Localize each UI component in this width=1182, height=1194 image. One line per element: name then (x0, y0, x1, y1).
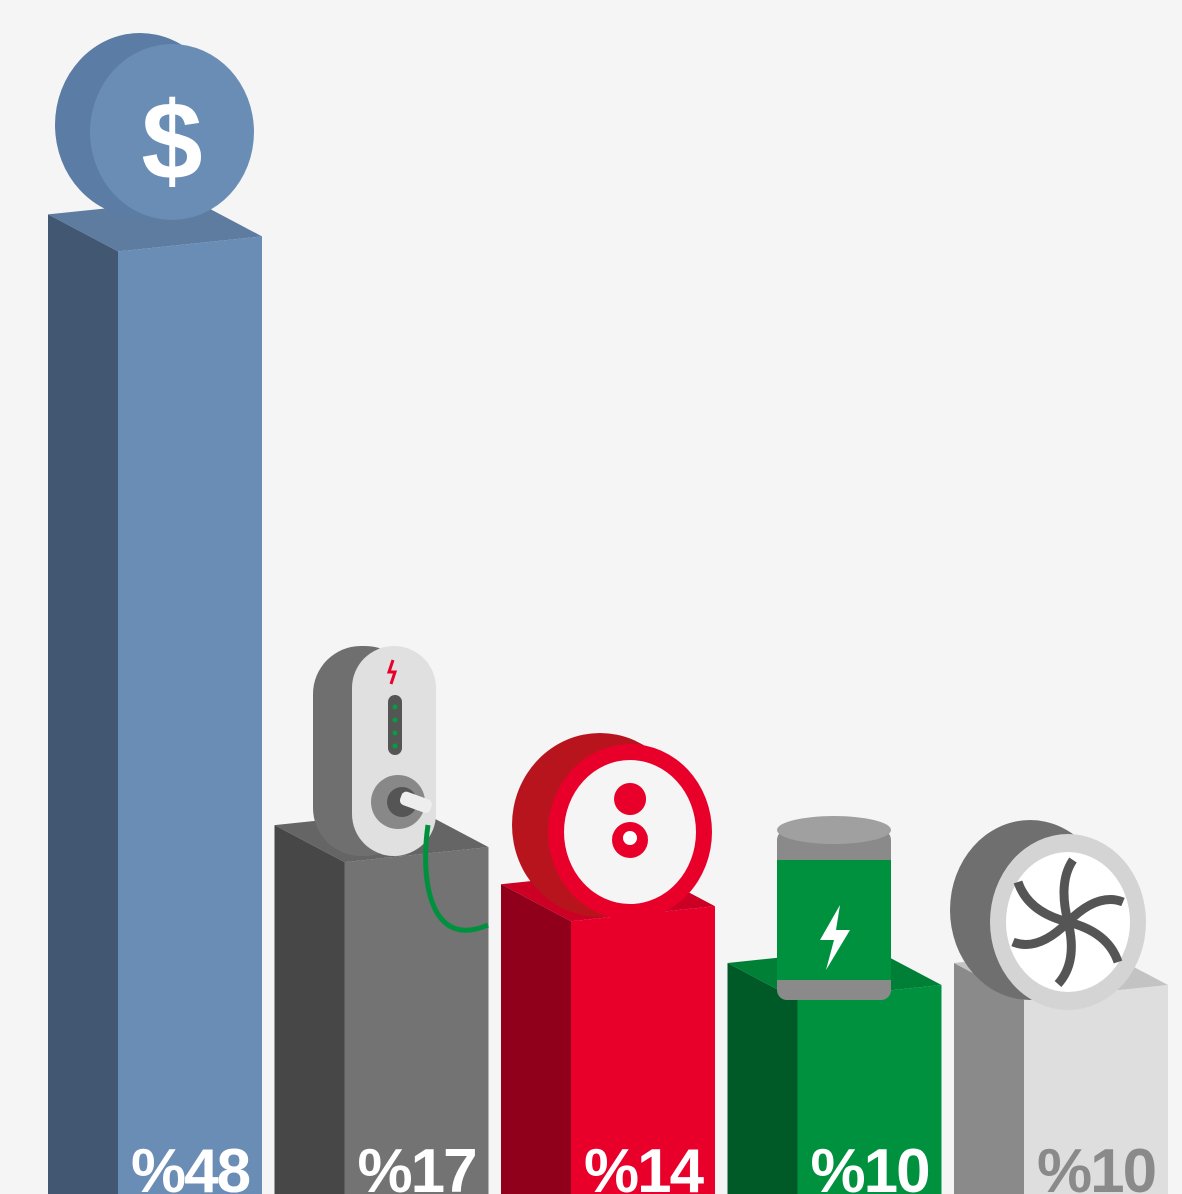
value-label: %48 (131, 1137, 250, 1194)
bar-side (727, 963, 798, 1194)
bar (344, 847, 489, 1194)
svg-text:$: $ (141, 80, 202, 203)
bar (1024, 985, 1168, 1194)
icons: $ (55, 33, 1146, 1010)
bars (48, 199, 1168, 1194)
value-label: %17 (357, 1137, 475, 1194)
bar-side (954, 963, 1024, 1194)
bar (797, 985, 942, 1194)
bar-side (274, 825, 345, 1194)
labels: %48 %17 %14 %10 %10 (131, 1137, 1157, 1194)
bar (118, 236, 262, 1194)
bar-side (501, 884, 571, 1194)
value-label: %10 (1037, 1137, 1155, 1194)
bar-top (48, 199, 262, 252)
bar-side (48, 214, 118, 1194)
value-label: %14 (584, 1137, 705, 1194)
bar (571, 906, 715, 1194)
value-label: %10 (810, 1137, 928, 1194)
